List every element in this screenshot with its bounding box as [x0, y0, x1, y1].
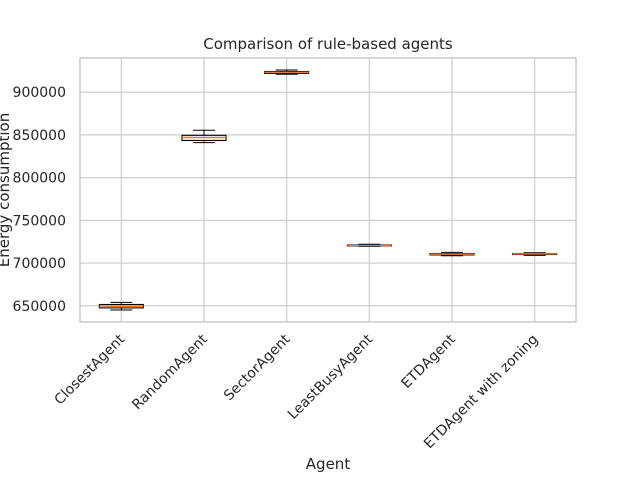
box-1 — [98, 301, 144, 311]
x-tick-label: ClosestAgent — [52, 331, 129, 408]
y-tick-label: 750000 — [13, 213, 66, 229]
y-tick-label: 650000 — [13, 299, 66, 315]
y-tick-labels: 650000 700000 750000 800000 850000 900000 — [13, 85, 66, 315]
x-tick-label: ETDAgent — [398, 331, 459, 392]
y-axis-label: Energy consumption — [0, 113, 13, 267]
y-tick-label: 900000 — [13, 85, 66, 101]
chart-title: Comparison of rule-based agents — [203, 35, 453, 53]
box-2 — [181, 129, 227, 144]
box-4 — [346, 243, 392, 247]
x-tick-label: SectorAgent — [221, 331, 294, 404]
plot-frame — [79, 57, 577, 323]
x-tick-label: LeastBusyAgent — [285, 331, 377, 423]
box-3 — [264, 69, 310, 75]
grid-layer — [80, 58, 576, 322]
box-6 — [512, 252, 558, 256]
box-5 — [429, 251, 475, 257]
x-axis-label: Agent — [306, 455, 351, 473]
box-layer — [98, 69, 558, 311]
y-tick-label: 700000 — [13, 256, 66, 272]
x-tick-labels: ClosestAgent RandomAgent SectorAgentLeastB… — [52, 331, 542, 452]
y-tick-label: 800000 — [13, 171, 66, 187]
y-tick-label: 850000 — [13, 128, 66, 144]
x-tick-label: RandomAgent — [129, 331, 211, 413]
